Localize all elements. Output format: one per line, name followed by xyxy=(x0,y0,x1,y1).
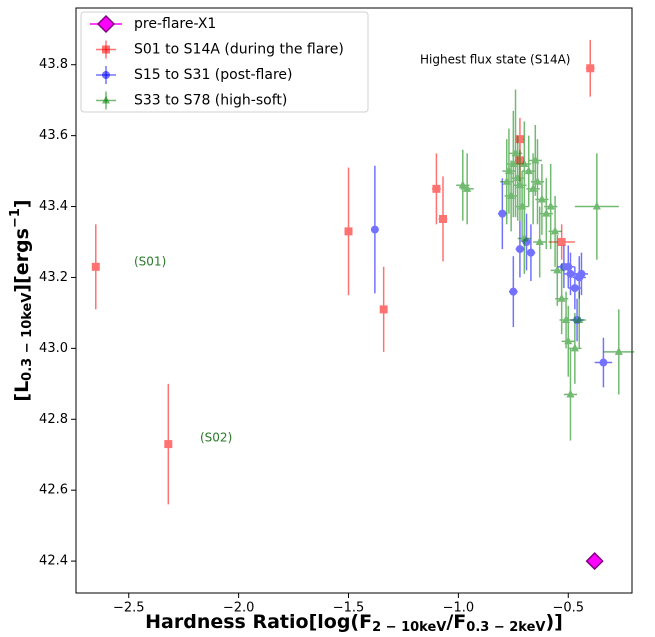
marker xyxy=(542,208,551,217)
y-axis-label: [L0.3 − 10keV][ergs−1] xyxy=(8,199,35,401)
legend-entry: S33 to S78 (high-soft) xyxy=(96,91,287,110)
legend-label: S15 to S31 (post-flare) xyxy=(134,67,292,83)
marker xyxy=(164,440,173,449)
series xyxy=(585,552,604,571)
x-axis-label-part: Hardness Ratio[log(F xyxy=(145,611,372,633)
legend-box xyxy=(80,11,369,113)
marker xyxy=(535,237,544,245)
marker xyxy=(537,194,546,203)
legend-label: S01 to S14A (during the flare) xyxy=(134,42,344,58)
series xyxy=(370,165,613,388)
marker xyxy=(379,305,388,314)
y-tick-label: 42.6 xyxy=(39,483,68,498)
marker xyxy=(458,180,467,189)
marker xyxy=(553,265,562,274)
marker xyxy=(551,226,560,235)
marker xyxy=(463,183,472,192)
marker xyxy=(498,209,507,218)
marker xyxy=(102,95,110,104)
marker xyxy=(439,214,448,223)
y-tick-label: 43.8 xyxy=(39,57,68,72)
x-tick-label: −1.5 xyxy=(333,601,365,616)
y-axis-label-part: [L xyxy=(11,381,33,402)
legend-entry: S01 to S14A (during the flare) xyxy=(96,40,344,59)
annotation: Highest flux state (S14A) xyxy=(420,53,571,67)
y-tick-label: 42.4 xyxy=(39,554,68,569)
y-axis-label-part: 0.3 − 10keV xyxy=(20,293,35,381)
marker xyxy=(566,269,575,278)
x-tick-label: −2.0 xyxy=(223,601,255,616)
marker xyxy=(520,233,529,242)
marker xyxy=(599,358,608,367)
marker xyxy=(585,552,604,571)
annotation: (S02) xyxy=(200,431,232,445)
legend-label: S33 to S78 (high-soft) xyxy=(134,93,287,109)
marker xyxy=(586,64,595,73)
marker xyxy=(570,343,579,352)
marker xyxy=(515,245,524,254)
marker xyxy=(564,336,573,345)
x-tick-label: −1.0 xyxy=(443,601,475,616)
x-tick-label: −0.5 xyxy=(552,601,584,616)
plot-frame xyxy=(75,7,633,594)
legend-entry: pre-flare-X1 xyxy=(90,14,216,34)
marker xyxy=(557,293,566,302)
marker xyxy=(546,201,555,210)
x-axis-label-part: )] xyxy=(545,611,562,633)
marker xyxy=(96,14,116,34)
marker xyxy=(344,227,353,236)
y-tick-label: 43.0 xyxy=(39,341,68,356)
y-axis-label-part: −1 xyxy=(8,208,23,228)
x-axis-label-part: /F xyxy=(446,611,466,633)
marker xyxy=(432,184,441,193)
x-tick-label: −2.5 xyxy=(113,601,145,616)
y-axis-label-part: ] xyxy=(11,199,33,208)
series xyxy=(456,89,635,441)
marker xyxy=(370,225,379,234)
marker xyxy=(570,284,579,293)
marker xyxy=(102,45,110,54)
y-axis-label-part: ][ergs xyxy=(11,228,33,293)
marker xyxy=(524,166,533,175)
x-axis-label-part: 0.3 − 2keV xyxy=(466,620,545,635)
marker xyxy=(577,269,586,278)
marker xyxy=(509,287,518,296)
marker xyxy=(533,176,542,185)
annotation: (S01) xyxy=(134,255,166,269)
x-axis-label-part: 2 − 10keV xyxy=(372,620,446,635)
marker xyxy=(575,315,584,323)
marker xyxy=(557,238,566,246)
x-axis-label: Hardness Ratio[log(F2 − 10keV/F0.3 − 2ke… xyxy=(145,611,563,635)
y-tick-label: 43.4 xyxy=(39,199,68,214)
y-tick-label: 42.8 xyxy=(39,412,68,427)
legend-label: pre-flare-X1 xyxy=(134,16,216,32)
marker xyxy=(526,248,535,257)
marker xyxy=(102,71,110,79)
marker xyxy=(520,159,529,167)
y-tick-label: 43.2 xyxy=(39,270,68,285)
marker xyxy=(614,346,623,355)
y-tick-label: 43.6 xyxy=(39,128,68,143)
marker xyxy=(566,389,575,398)
marker xyxy=(592,201,601,210)
marker xyxy=(91,262,100,271)
legend-entry: S15 to S31 (post-flare) xyxy=(96,66,292,84)
